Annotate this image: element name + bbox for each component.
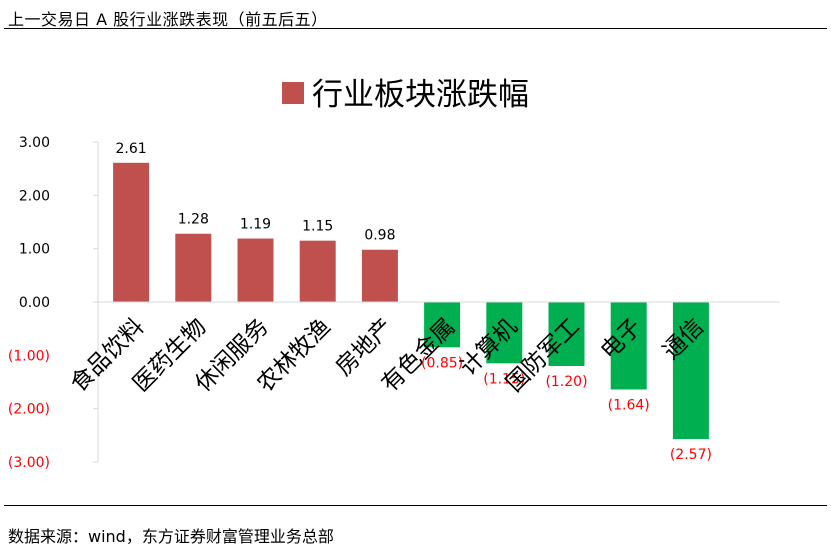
- bar: [424, 302, 461, 348]
- data-label: (0.85): [421, 355, 463, 371]
- bar: [237, 238, 274, 302]
- bar: [548, 302, 585, 366]
- data-label: (1.20): [545, 374, 587, 390]
- data-label: 0.98: [364, 228, 395, 244]
- y-tick-label: 0.00: [19, 295, 50, 311]
- data-label: (1.15): [483, 371, 525, 387]
- data-source-note: 数据来源：wind，东方证券财富管理业务总部: [8, 527, 334, 546]
- data-label: 1.15: [302, 219, 333, 235]
- y-tick-label: 2.00: [19, 188, 50, 204]
- bar: [175, 233, 212, 302]
- legend-label: 行业板块涨跌幅: [312, 77, 529, 113]
- data-label: 1.19: [240, 217, 271, 233]
- y-tick-label: (2.00): [8, 402, 50, 418]
- y-tick-label: (1.00): [8, 348, 50, 364]
- bar: [610, 302, 647, 390]
- footer-divider: [4, 505, 827, 506]
- page-title: 上一交易日 A 股行业涨跌表现（前五后五）: [8, 10, 328, 29]
- header-divider: [4, 28, 827, 29]
- data-label: (1.64): [608, 397, 650, 413]
- bar: [361, 249, 398, 302]
- bar: [113, 162, 150, 302]
- data-label: 1.28: [178, 212, 209, 228]
- y-tick-label: (3.00): [8, 455, 50, 471]
- y-tick-label: 1.00: [19, 242, 50, 258]
- bar: [486, 302, 523, 364]
- data-label: (2.57): [670, 447, 712, 463]
- y-tick-label: 3.00: [19, 135, 50, 151]
- bar: [672, 302, 709, 440]
- bar: [299, 240, 336, 302]
- legend-swatch: [282, 82, 304, 104]
- data-label: 2.61: [116, 141, 147, 157]
